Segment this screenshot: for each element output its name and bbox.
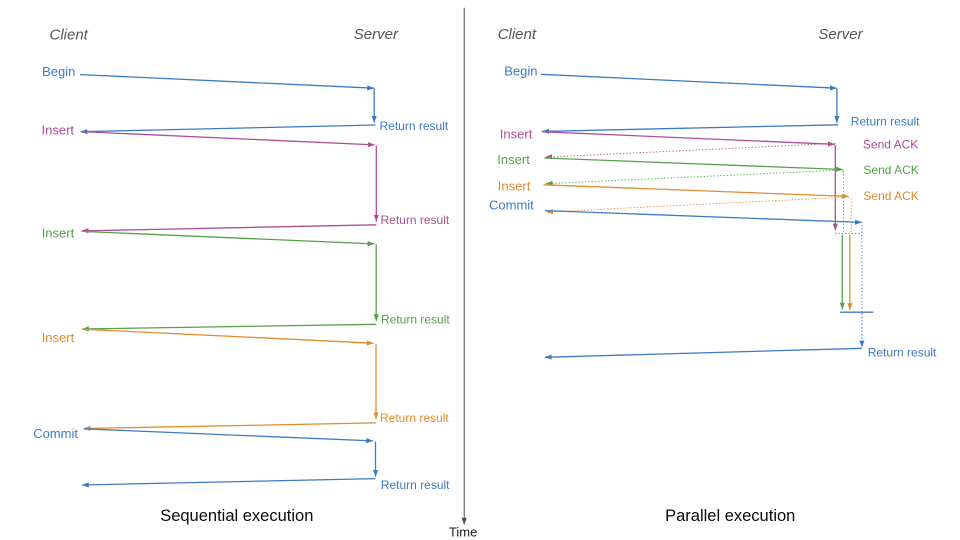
svg-text:Server: Server	[818, 26, 863, 43]
svg-text:Return result: Return result	[381, 213, 450, 227]
svg-text:Server: Server	[354, 26, 399, 43]
svg-text:Sequential execution: Sequential execution	[160, 507, 313, 525]
svg-text:Insert: Insert	[498, 178, 531, 193]
svg-text:Client: Client	[50, 26, 89, 43]
svg-text:Return result: Return result	[380, 119, 449, 133]
svg-text:Time: Time	[449, 524, 477, 539]
svg-text:Send ACK: Send ACK	[863, 189, 918, 203]
svg-text:Commit: Commit	[33, 426, 78, 441]
svg-text:Return result: Return result	[381, 313, 450, 327]
svg-text:Insert: Insert	[42, 122, 75, 137]
svg-text:Insert: Insert	[42, 330, 75, 345]
svg-text:Return result: Return result	[868, 346, 937, 360]
svg-text:Insert: Insert	[497, 152, 530, 167]
svg-text:Commit: Commit	[489, 198, 534, 213]
svg-text:Begin: Begin	[504, 63, 537, 78]
svg-text:Return result: Return result	[380, 411, 449, 425]
svg-text:Send ACK: Send ACK	[863, 163, 918, 177]
svg-text:Return result: Return result	[851, 114, 920, 128]
svg-text:Send ACK: Send ACK	[863, 137, 918, 151]
svg-text:Parallel execution: Parallel execution	[665, 507, 795, 525]
svg-text:Return result: Return result	[381, 478, 450, 492]
svg-text:Insert: Insert	[500, 126, 533, 141]
svg-text:Begin: Begin	[42, 64, 75, 79]
svg-text:Insert: Insert	[42, 226, 75, 241]
svg-text:Client: Client	[498, 26, 537, 43]
